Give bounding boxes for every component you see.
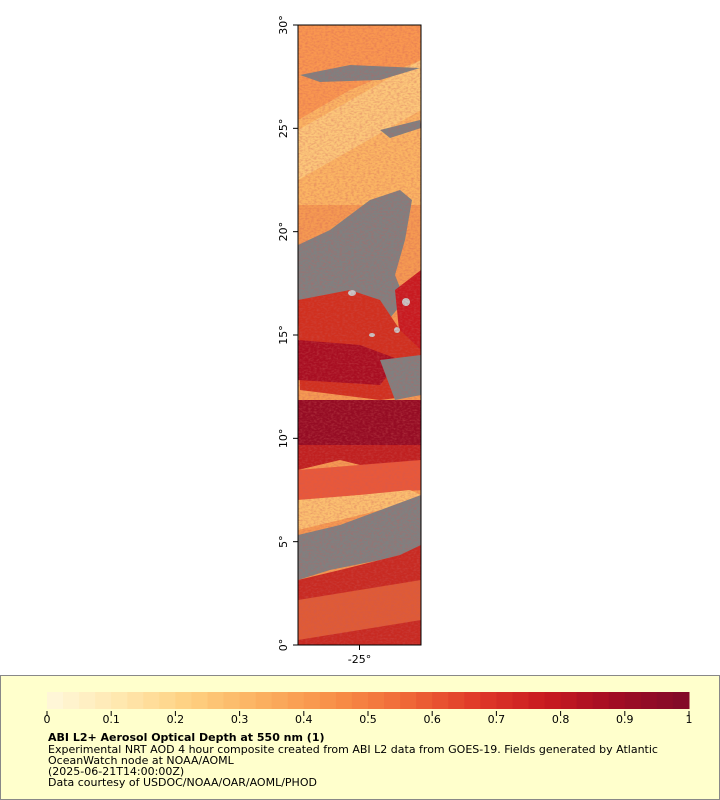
caption-line: Experimental NRT AOD 4 hour composite cr… xyxy=(48,743,658,756)
colorbar-tick-label: 0.7 xyxy=(488,713,506,726)
colorbar-tick-label: 0.5 xyxy=(359,713,377,726)
colorbar-step xyxy=(95,692,112,709)
colorbar-step xyxy=(368,692,385,709)
colorbar-step xyxy=(63,692,80,709)
colorbar-step xyxy=(576,692,594,709)
colorbar-step xyxy=(464,692,481,709)
colorbar-step xyxy=(175,692,192,709)
axes: 0° 5° 10° 15° 20° 25° 30° -25° xyxy=(277,15,371,666)
colorbar-step xyxy=(207,692,225,709)
colorbar-tick-label: 0.1 xyxy=(102,713,120,726)
y-tick-label: 30° xyxy=(277,15,290,35)
colorbar-step xyxy=(560,692,578,709)
colorbar-tick-label: 0.4 xyxy=(295,713,313,726)
colorbar-step xyxy=(335,692,353,709)
colorbar-step xyxy=(416,692,433,709)
colorbar-step xyxy=(287,692,305,709)
colorbar-step xyxy=(608,692,626,709)
colorbar-step xyxy=(255,692,273,709)
colorbar-tick-label: 0.2 xyxy=(167,713,185,726)
y-tick-label: 10° xyxy=(277,429,290,449)
colorbar-tick-label: 0.6 xyxy=(423,713,441,726)
aod-raster xyxy=(298,25,421,645)
colorbar-step xyxy=(191,692,208,709)
colorbar-step xyxy=(143,692,160,709)
caption-line: (2025-06-21T14:00:00Z) xyxy=(48,765,184,778)
colorbar-tick-label: 0.9 xyxy=(616,713,634,726)
colorbar: 0 0.1 0.2 0.3 0.4 0.5 0.6 0.7 0.8 0.9 1 xyxy=(44,692,693,726)
colorbar-step xyxy=(544,692,562,709)
colorbar-step xyxy=(384,692,401,709)
y-tick-label: 25° xyxy=(277,119,290,139)
colorbar-step xyxy=(319,692,337,709)
y-tick-label: 5° xyxy=(277,535,290,548)
colorbar-step xyxy=(496,692,513,709)
y-tick-label: 0° xyxy=(277,639,290,652)
y-tick-label: 15° xyxy=(277,325,290,345)
colorbar-step xyxy=(448,692,465,709)
colorbar-step xyxy=(223,692,241,709)
caption-line: Data courtesy of USDOC/NOAA/OAR/AOML/PHO… xyxy=(48,776,317,789)
colorbar-tick-label: 1 xyxy=(686,713,693,726)
colorbar-step xyxy=(127,692,144,709)
colorbar-step xyxy=(480,692,497,709)
colorbar-step xyxy=(640,692,658,709)
colorbar-step xyxy=(303,692,321,709)
colorbar-step xyxy=(239,692,257,709)
x-tick-label: -25° xyxy=(348,653,371,666)
colorbar-step xyxy=(592,692,610,709)
y-tick-label: 20° xyxy=(277,222,290,242)
colorbar-step xyxy=(159,692,176,709)
colorbar-step xyxy=(47,692,64,709)
colorbar-tick-label: 0.3 xyxy=(231,713,249,726)
caption-title: ABI L2+ Aerosol Optical Depth at 550 nm … xyxy=(48,731,325,744)
colorbar-step xyxy=(672,692,690,709)
colorbar-tick-label: 0.8 xyxy=(552,713,570,726)
colorbar-step xyxy=(656,692,674,709)
colorbar-step xyxy=(624,692,642,709)
colorbar-step xyxy=(528,692,546,709)
caption-line: OceanWatch node at NOAA/AOML xyxy=(48,754,235,767)
colorbar-step xyxy=(432,692,449,709)
colorbar-step xyxy=(351,692,369,709)
colorbar-tick-label: 0 xyxy=(44,713,51,726)
colorbar-step xyxy=(111,692,128,709)
colorbar-step xyxy=(79,692,96,709)
colorbar-step xyxy=(271,692,289,709)
colorbar-step xyxy=(512,692,529,709)
colorbar-step xyxy=(400,692,417,709)
